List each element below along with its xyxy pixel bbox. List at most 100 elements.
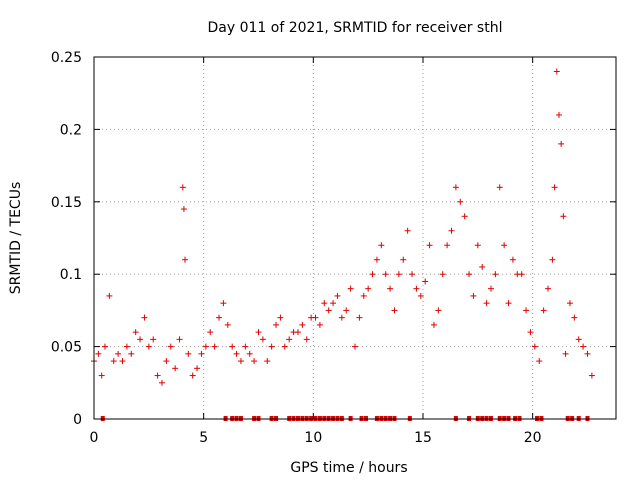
x-axis-label: GPS time / hours	[290, 460, 407, 476]
data-point	[501, 242, 508, 249]
data-point	[137, 336, 144, 343]
data-point	[487, 285, 494, 292]
data-point	[575, 336, 582, 343]
data-point	[286, 336, 293, 343]
y-tick-label: 0.25	[51, 50, 82, 66]
data-point	[422, 278, 429, 285]
data-point	[439, 271, 446, 278]
data-point	[555, 111, 562, 118]
data-point	[426, 242, 433, 249]
data-point	[483, 300, 490, 307]
data-point	[474, 242, 481, 249]
data-point	[560, 213, 567, 220]
data-point	[509, 256, 516, 263]
data-point	[185, 350, 192, 357]
data-point	[527, 329, 534, 336]
data-point	[182, 256, 189, 263]
x-tick-label: 15	[414, 430, 432, 446]
data-point	[198, 350, 205, 357]
x-tick-label: 5	[199, 430, 208, 446]
y-tick-label: 0.15	[51, 195, 82, 211]
data-point	[452, 184, 459, 191]
data-point	[220, 300, 227, 307]
data-point	[430, 321, 437, 328]
data-point	[106, 292, 113, 299]
data-point	[562, 350, 569, 357]
y-tick-labels: 0 0.05 0.1 0.15 0.2 0.25	[51, 50, 82, 428]
data-point	[237, 358, 244, 365]
data-point	[176, 336, 183, 343]
data-point	[312, 314, 319, 321]
data-point	[259, 336, 266, 343]
data-point	[154, 372, 161, 379]
data-point	[382, 271, 389, 278]
data-point	[158, 379, 165, 386]
data-point	[321, 300, 328, 307]
data-point	[246, 350, 253, 357]
data-point	[395, 271, 402, 278]
data-point	[132, 329, 139, 336]
data-point	[461, 213, 468, 220]
x-tick-label: 10	[304, 430, 322, 446]
axis-ticks	[93, 56, 616, 420]
data-point	[518, 271, 525, 278]
data-point	[119, 358, 126, 365]
data-point	[110, 358, 117, 365]
data-point	[211, 343, 218, 350]
data-point	[588, 372, 595, 379]
data-point	[334, 292, 341, 299]
data-point	[536, 358, 543, 365]
data-point	[115, 350, 122, 357]
data-point	[505, 300, 512, 307]
data-point	[202, 343, 209, 350]
data-point	[444, 242, 451, 249]
data-point	[479, 263, 486, 270]
data-point	[207, 329, 214, 336]
data-point	[128, 350, 135, 357]
data-point	[523, 307, 530, 314]
y-tick-label: 0	[73, 412, 82, 428]
data-point	[470, 292, 477, 299]
y-tick-label: 0.05	[51, 340, 82, 356]
data-point	[558, 140, 565, 147]
data-point	[404, 227, 411, 234]
data-point	[356, 314, 363, 321]
data-point	[435, 307, 442, 314]
data-point	[571, 314, 578, 321]
data-point	[549, 256, 556, 263]
data-point	[189, 372, 196, 379]
data-point	[229, 343, 236, 350]
data-point	[255, 329, 262, 336]
data-point	[95, 350, 102, 357]
data-point	[273, 321, 280, 328]
data-point	[145, 343, 152, 350]
data-point	[391, 307, 398, 314]
data-point	[531, 343, 538, 350]
data-point	[373, 256, 380, 263]
data-point	[242, 343, 249, 350]
plot-frame	[93, 56, 617, 420]
data-point	[352, 343, 358, 350]
data-point	[268, 343, 275, 350]
data-point	[417, 292, 424, 299]
data-point	[553, 68, 560, 75]
data-point	[216, 314, 223, 321]
y-axis-label: SRMTID / TECUs	[8, 182, 24, 295]
data-point	[457, 198, 464, 205]
data-point	[492, 271, 499, 278]
data-point	[347, 285, 354, 292]
data-point	[303, 336, 310, 343]
data-point	[264, 358, 271, 365]
data-point	[233, 350, 240, 357]
data-point	[277, 314, 284, 321]
data-point	[584, 350, 591, 357]
data-point	[369, 271, 376, 278]
data-point	[251, 358, 258, 365]
data-point	[194, 365, 201, 372]
data-point	[179, 184, 186, 191]
data-point	[294, 329, 301, 336]
data-point	[496, 184, 503, 191]
data-point	[580, 343, 587, 350]
data-point	[180, 206, 187, 213]
